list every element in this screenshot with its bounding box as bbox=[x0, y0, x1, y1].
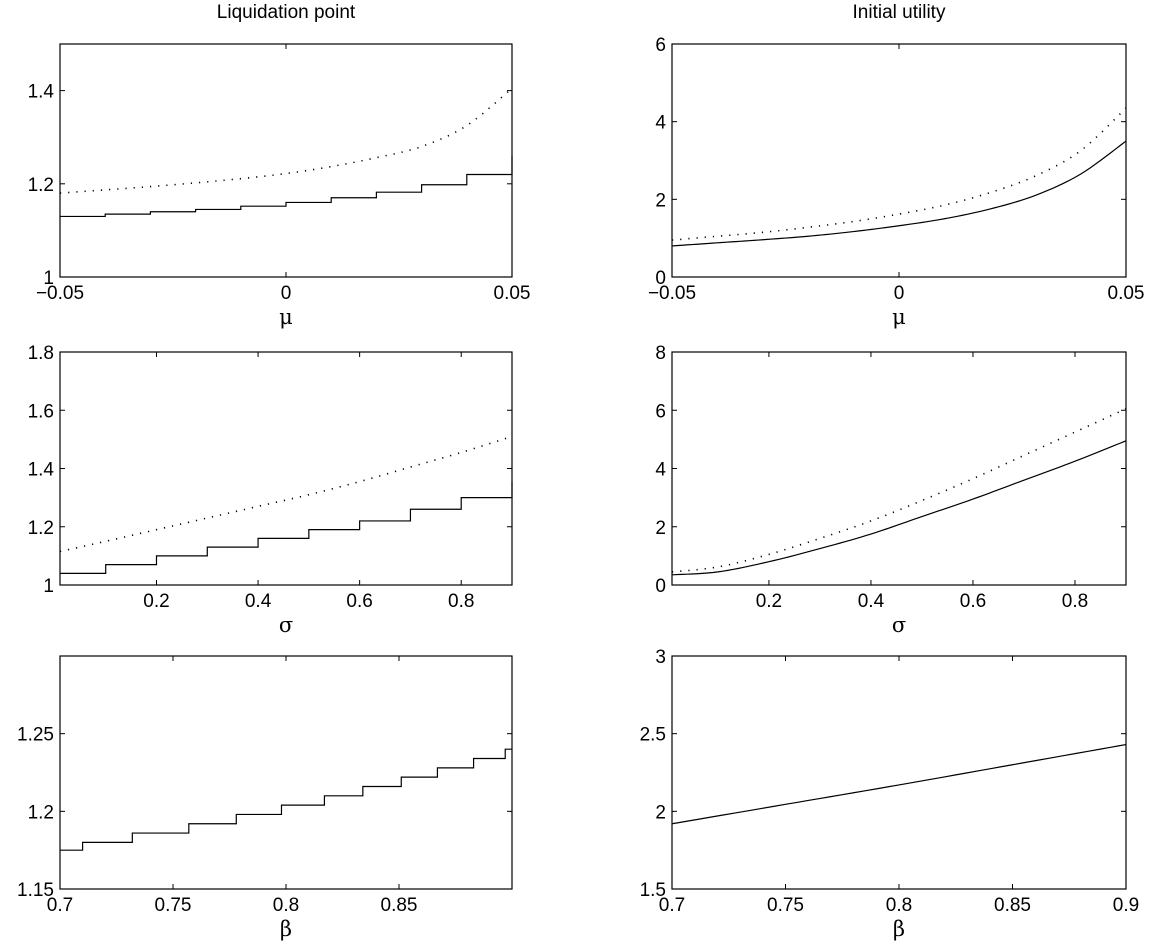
y-tick-label: 1.2 bbox=[28, 175, 54, 196]
x-tick-label: 0.2 bbox=[143, 591, 169, 612]
x-tick-label: 0.7 bbox=[47, 895, 73, 916]
left-column-title: Liquidation point bbox=[216, 2, 356, 23]
y-tick-label: 1.2 bbox=[28, 802, 54, 823]
x-tick-label: 0.85 bbox=[381, 895, 418, 916]
series-line-2-solid-steps bbox=[60, 155, 513, 218]
y-tick-label: 2 bbox=[655, 518, 666, 539]
axes-frame bbox=[59, 351, 513, 586]
panel-3: 0.2 0.4 0.6 0.8 1 1.2 1.4 1.6 1.8 σ bbox=[28, 343, 513, 637]
series-line-1-dotted bbox=[671, 107, 1127, 241]
x-tick-label: 0.8 bbox=[448, 591, 474, 612]
y-tick-label: 1.4 bbox=[28, 82, 55, 103]
y-tick-label: 1 bbox=[43, 268, 54, 289]
y-tick-label: 1.15 bbox=[17, 880, 54, 901]
series-line-1-solid-steps bbox=[60, 748, 512, 851]
series-line-1-dotted bbox=[59, 87, 513, 194]
y-tick-label: 4 bbox=[655, 460, 666, 481]
y-tick-label: 0 bbox=[655, 576, 666, 597]
y-tick-label: 2.5 bbox=[640, 725, 666, 746]
x-tick-label: 0.75 bbox=[767, 895, 804, 916]
x-tick-label: 0.75 bbox=[155, 895, 192, 916]
axes-frame bbox=[59, 655, 513, 890]
y-tick-label: 2 bbox=[655, 190, 666, 211]
axes-frame bbox=[671, 351, 1127, 586]
y-tick-label: 1.25 bbox=[17, 725, 54, 746]
x-tick-label: −0.05 bbox=[648, 283, 696, 304]
y-tick-label: 3 bbox=[655, 647, 666, 668]
x-tick-label: 0 bbox=[894, 283, 905, 304]
x-tick-label: 0.6 bbox=[960, 591, 986, 612]
series-line-2-solid-steps bbox=[60, 481, 513, 574]
x-axis-label: β bbox=[893, 917, 905, 941]
x-tick-label: 0.4 bbox=[858, 591, 885, 612]
y-tick-label: 0 bbox=[655, 268, 666, 289]
x-tick-label: 0.05 bbox=[494, 283, 531, 304]
panel-4: 0.2 0.4 0.6 0.8 0 2 4 6 8 σ bbox=[655, 343, 1127, 637]
x-tick-label: 0.4 bbox=[245, 591, 272, 612]
x-tick-label: 0.6 bbox=[346, 591, 372, 612]
x-tick-label: 0.05 bbox=[1108, 283, 1145, 304]
x-axis-label: β bbox=[280, 917, 292, 941]
x-axis-label: μ bbox=[892, 305, 906, 329]
series-line-1-dotted bbox=[671, 408, 1127, 573]
x-axis-label: σ bbox=[892, 613, 906, 637]
y-tick-label: 1.2 bbox=[28, 518, 54, 539]
y-tick-label: 1.4 bbox=[28, 460, 55, 481]
x-tick-label: 0.2 bbox=[756, 591, 782, 612]
panel-1: −0.05 0 0.05 1 1.2 1.4 μ bbox=[28, 43, 531, 329]
series-line-1-dotted bbox=[59, 435, 513, 553]
series-line-2-solid bbox=[671, 440, 1127, 576]
y-tick-label: 4 bbox=[655, 113, 666, 134]
x-tick-label: −0.05 bbox=[36, 283, 84, 304]
y-tick-label: 1.8 bbox=[28, 343, 54, 364]
right-column-title: Initial utility bbox=[852, 2, 946, 23]
axes-frame bbox=[671, 655, 1127, 890]
series-line-1-solid bbox=[671, 743, 1127, 825]
x-tick-label: 0 bbox=[281, 283, 292, 304]
y-tick-label: 2 bbox=[655, 802, 666, 823]
y-tick-label: 1 bbox=[43, 576, 54, 597]
y-tick-label: 6 bbox=[655, 35, 666, 56]
x-tick-label: 0.9 bbox=[1113, 895, 1139, 916]
y-tick-label: 6 bbox=[655, 401, 666, 422]
axes-frame bbox=[671, 43, 1127, 278]
x-axis-label: σ bbox=[279, 613, 293, 637]
x-tick-label: 0.8 bbox=[273, 895, 299, 916]
panel-5: 0.7 0.75 0.8 0.85 1.15 1.2 1.25 β bbox=[17, 655, 513, 941]
x-axis-label: μ bbox=[279, 305, 293, 329]
y-tick-label: 1.5 bbox=[640, 880, 666, 901]
x-tick-label: 0.7 bbox=[659, 895, 685, 916]
axes-frame bbox=[59, 43, 513, 278]
series-line-2-solid bbox=[671, 140, 1127, 247]
y-tick-label: 8 bbox=[655, 343, 666, 364]
x-tick-label: 0.8 bbox=[886, 895, 912, 916]
x-tick-label: 0.8 bbox=[1062, 591, 1088, 612]
x-tick-label: 0.85 bbox=[994, 895, 1031, 916]
panel-6: 0.7 0.75 0.8 0.85 0.9 1.5 2 2.5 3 β bbox=[640, 647, 1140, 941]
y-tick-label: 1.6 bbox=[28, 401, 54, 422]
